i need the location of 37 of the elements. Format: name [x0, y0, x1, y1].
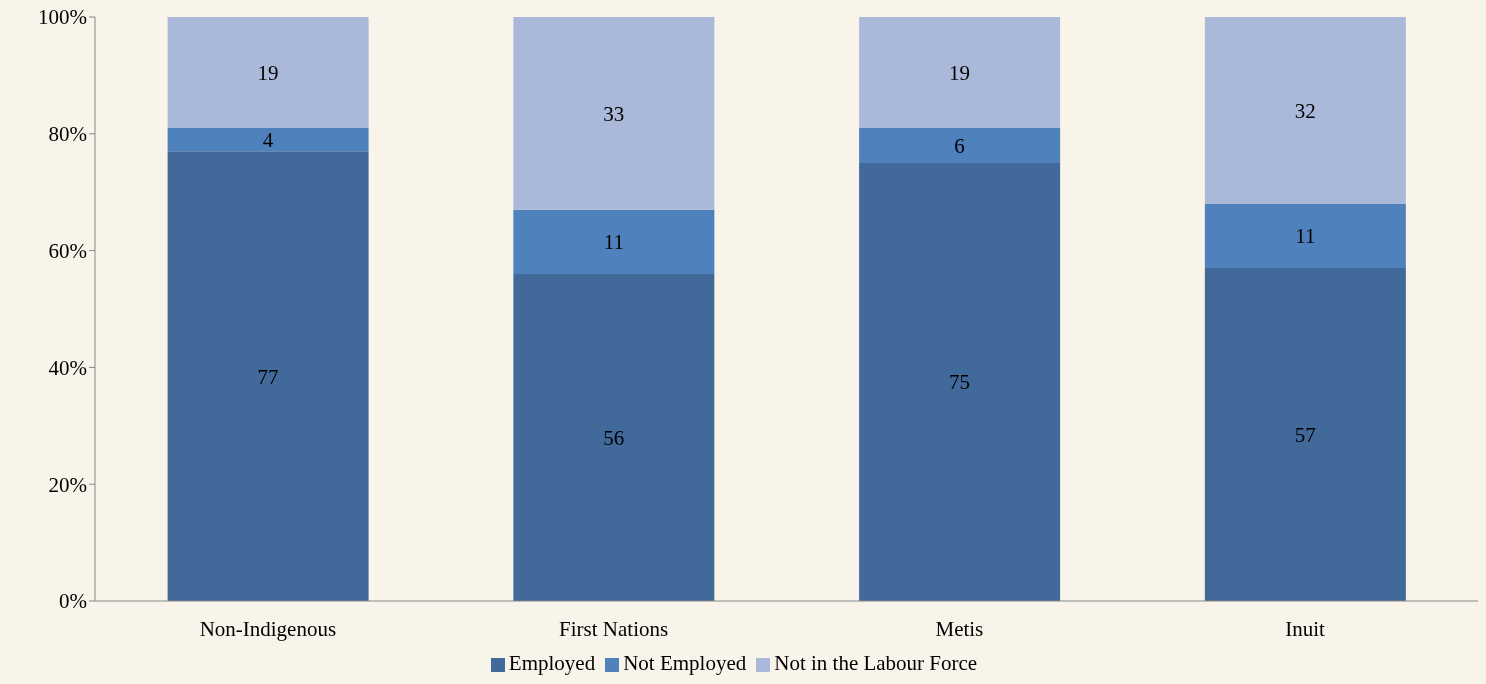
- bar: [859, 17, 1061, 128]
- data-label: 4: [262, 128, 274, 153]
- x-tick-label: Metis: [935, 616, 984, 641]
- data-label: 77: [257, 364, 279, 389]
- bar: [513, 209, 715, 274]
- x-tick-label: Inuit: [1285, 616, 1326, 641]
- legend-label: Employed: [508, 651, 596, 675]
- y-tick-label: 100%: [38, 5, 87, 30]
- legend-label: Not in the Labour Force: [774, 651, 978, 675]
- x-tick-label: First Nations: [559, 616, 669, 641]
- bar: [859, 127, 1061, 163]
- data-label: 6: [954, 133, 965, 158]
- bar: [167, 151, 369, 601]
- data-label: 32: [1294, 98, 1316, 123]
- bar: [513, 273, 715, 601]
- bar: [513, 17, 715, 210]
- data-label: 33: [603, 101, 625, 126]
- y-tick-label: 80%: [48, 122, 87, 147]
- data-label: 11: [603, 230, 624, 255]
- data-label: 57: [1294, 423, 1316, 448]
- x-tick-label: Non-Indigenous: [199, 616, 337, 641]
- data-label: 56: [603, 425, 625, 450]
- bar: [1204, 17, 1406, 204]
- y-tick-label: 40%: [48, 355, 87, 380]
- bar: [167, 127, 369, 152]
- data-label: 19: [257, 60, 279, 85]
- y-tick-label: 60%: [48, 239, 87, 264]
- bar: [1204, 203, 1406, 269]
- data-label: 11: [1295, 224, 1316, 249]
- legend-label: Not Employed: [623, 651, 747, 675]
- bar: [859, 163, 1061, 601]
- data-label: 75: [949, 370, 971, 395]
- bar: [167, 17, 369, 128]
- y-tick-label: 0%: [59, 589, 87, 614]
- data-label: 19: [949, 60, 971, 85]
- bar: [1204, 268, 1406, 601]
- y-tick-label: 20%: [48, 472, 87, 497]
